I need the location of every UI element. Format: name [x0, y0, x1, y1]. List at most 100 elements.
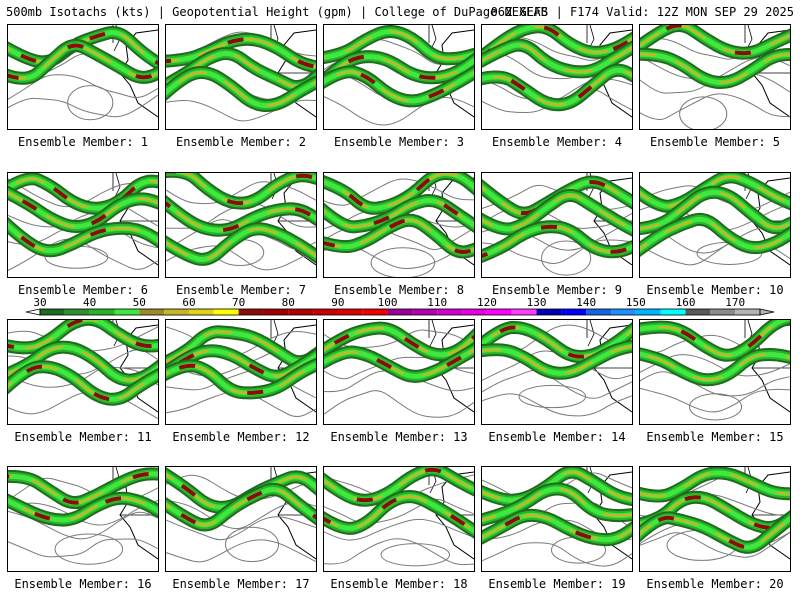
isotach-core-80kt	[324, 54, 474, 83]
member-label-10: Ensemble Member: 10	[646, 283, 784, 297]
isotach-band-60kt	[482, 25, 632, 59]
isotach-band-60kt	[640, 191, 790, 230]
colorbar-bin	[263, 309, 289, 315]
map-canvas	[324, 173, 474, 277]
isotach-colorbar	[25, 308, 775, 316]
map-canvas	[166, 173, 316, 271]
colorbar-bin	[561, 309, 587, 315]
colorbar-tick-label: 60	[182, 296, 196, 309]
isotach-band-60kt	[324, 468, 474, 502]
ensemble-member-map-2	[165, 24, 317, 130]
isotach-core-80kt	[166, 348, 316, 379]
isotach-band-60kt	[324, 348, 474, 378]
isotach-band-60kt	[324, 495, 474, 533]
height-contour	[8, 94, 158, 118]
colorbar-bin	[611, 309, 636, 315]
member-label-2: Ensemble Member: 2	[175, 135, 307, 149]
height-contour	[640, 93, 790, 120]
coastline	[435, 324, 474, 413]
height-contour	[54, 533, 124, 565]
isotach-band-60kt	[8, 320, 158, 350]
isotach-core-80kt	[482, 325, 632, 359]
height-contour	[482, 542, 632, 567]
map-canvas	[640, 467, 790, 561]
ensemble-member-map-18	[323, 466, 475, 572]
height-contour	[166, 245, 316, 271]
height-contour	[380, 543, 451, 567]
member-label-4: Ensemble Member: 4	[491, 135, 623, 149]
height-contour	[482, 393, 632, 417]
colorbar-tick-label: 50	[132, 296, 146, 309]
map-canvas	[482, 25, 632, 118]
map-canvas	[482, 320, 632, 417]
height-contour	[518, 384, 587, 409]
colorbar-bin	[586, 309, 612, 315]
isotach-band-60kt	[324, 70, 474, 103]
isotach-core-80kt	[640, 515, 790, 550]
isotach-band-60kt	[8, 177, 158, 210]
ensemble-member-map-13	[323, 319, 475, 425]
colorbar-bin	[89, 309, 115, 315]
map-canvas	[482, 173, 632, 276]
member-label-13: Ensemble Member: 13	[330, 430, 468, 444]
isotach-core-80kt	[640, 25, 790, 56]
colorbar-bin	[437, 309, 463, 315]
map-canvas	[8, 173, 158, 272]
isotach-band-60kt	[482, 225, 632, 258]
colorbar-tick-label: 110	[427, 296, 448, 309]
ensemble-member-map-10	[639, 172, 791, 278]
height-contour	[640, 531, 790, 558]
map-canvas	[482, 467, 632, 567]
height-contour	[482, 78, 632, 102]
isotach-core-80kt	[8, 43, 158, 81]
isotach-core-80kt	[482, 224, 632, 259]
isotach-core-80kt	[324, 173, 474, 211]
isotach-core-80kt	[166, 487, 316, 527]
height-contour	[324, 538, 474, 566]
isotach-band-60kt	[178, 173, 316, 205]
colorbar-tick-label: 90	[331, 296, 345, 309]
ensemble-member-map-14	[481, 319, 633, 425]
colorbar-bin	[412, 309, 438, 315]
colorbar-bin	[337, 309, 363, 315]
coastline	[435, 29, 474, 118]
map-canvas	[166, 320, 316, 417]
isotach-core-80kt	[8, 496, 158, 523]
colorbar-bin	[114, 309, 140, 315]
map-canvas	[8, 320, 158, 420]
isotach-core-80kt	[482, 513, 632, 542]
isotach-core-80kt	[8, 223, 158, 253]
colorbar-tick-label: 140	[576, 296, 597, 309]
isotach-band-60kt	[640, 175, 790, 208]
colorbar-bin	[735, 309, 760, 315]
colorbar-bin	[685, 309, 711, 315]
isotach-band-60kt	[640, 218, 790, 251]
isotach-band-60kt	[8, 224, 158, 253]
member-label-18: Ensemble Member: 18	[330, 577, 468, 591]
height-contour	[370, 247, 436, 277]
map-canvas	[324, 25, 474, 126]
member-label-17: Ensemble Member: 17	[172, 577, 310, 591]
isotach-band-60kt	[166, 201, 316, 232]
map-canvas	[166, 25, 316, 122]
isotach-band-60kt	[482, 194, 632, 231]
ensemble-member-map-4	[481, 24, 633, 130]
isotach-core-80kt	[166, 200, 316, 233]
map-canvas	[324, 467, 474, 567]
colorbar-bin	[536, 309, 562, 315]
ensemble-member-map-12	[165, 319, 317, 425]
colorbar-tick-label: 150	[625, 296, 646, 309]
member-label-11: Ensemble Member: 11	[14, 430, 152, 444]
isotach-band-60kt	[324, 199, 474, 229]
member-label-8: Ensemble Member: 8	[333, 283, 465, 297]
map-canvas	[640, 320, 790, 421]
colorbar-bin	[387, 309, 413, 315]
colorbar-bin	[40, 309, 65, 315]
colorbar-tick-label: 160	[675, 296, 696, 309]
height-contour	[67, 85, 114, 121]
height-contour	[324, 95, 474, 126]
ensemble-member-map-19	[481, 466, 633, 572]
ensemble-member-map-20	[639, 466, 791, 572]
member-label-6: Ensemble Member: 6	[17, 283, 149, 297]
member-label-14: Ensemble Member: 14	[488, 430, 626, 444]
